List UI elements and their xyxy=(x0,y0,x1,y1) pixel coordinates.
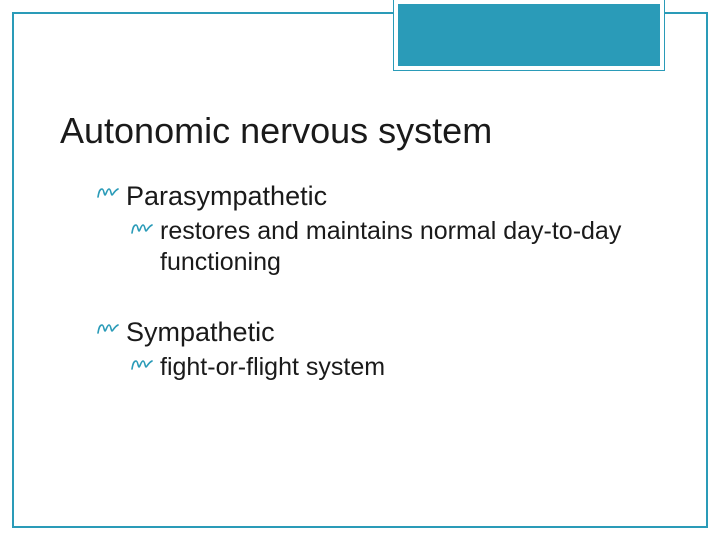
slide-content: Autonomic nervous system Parasympathetic… xyxy=(60,110,660,383)
list-subitem: restores and maintains normal day-to-day… xyxy=(130,216,660,279)
list-subitem-label: fight-or-flight system xyxy=(160,352,385,383)
script-bullet-icon xyxy=(96,316,120,342)
list-item: Sympathetic xyxy=(96,316,660,350)
slide-title: Autonomic nervous system xyxy=(60,110,660,152)
list-item-label: Parasympathetic xyxy=(126,180,327,214)
list-subitem: fight-or-flight system xyxy=(130,352,660,383)
title-banner xyxy=(394,0,664,70)
list-subitem-label: restores and maintains normal day-to-day… xyxy=(160,216,660,279)
script-bullet-icon xyxy=(96,180,120,206)
spacer xyxy=(60,278,660,312)
list-item-label: Sympathetic xyxy=(126,316,275,350)
script-bullet-icon xyxy=(130,216,154,242)
script-bullet-icon xyxy=(130,352,154,378)
list-item: Parasympathetic xyxy=(96,180,660,214)
